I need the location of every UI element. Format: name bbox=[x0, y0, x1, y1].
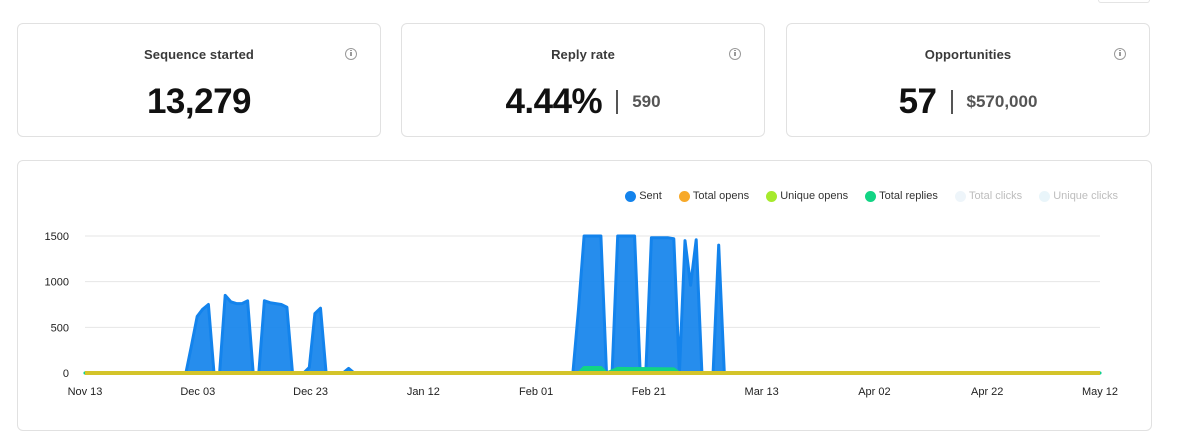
stat-card-sequence-started: Sequence started 13,279 bbox=[17, 23, 381, 137]
stat-title: Opportunities bbox=[924, 47, 1012, 62]
legend-dot-icon bbox=[625, 190, 637, 202]
series-area-sent bbox=[83, 234, 1102, 375]
legend-dot-icon bbox=[1039, 190, 1051, 202]
chart-legend: Sent Total opens Unique opens Total repl… bbox=[0, 190, 1118, 202]
stat-secondary-value: 590 bbox=[632, 92, 661, 111]
legend-label: Unique opens bbox=[780, 190, 849, 203]
x-tick-label: Nov 13 bbox=[68, 386, 103, 398]
y-tick-label: 0 bbox=[63, 368, 69, 380]
legend-dot-icon bbox=[678, 190, 690, 202]
x-tick-label: Mar 13 bbox=[745, 386, 779, 398]
value-separator bbox=[616, 90, 619, 114]
x-tick-label: Jan 12 bbox=[407, 386, 440, 398]
info-icon[interactable] bbox=[345, 48, 357, 60]
y-tick-label: 500 bbox=[51, 322, 69, 334]
legend-item-unique-clicks[interactable]: Unique clicks bbox=[1039, 190, 1118, 202]
legend-dot-icon bbox=[766, 190, 778, 202]
y-tick-label: 1500 bbox=[45, 231, 69, 243]
stat-value-row: 13,279 bbox=[18, 82, 380, 122]
legend-item-unique-opens[interactable]: Unique opens bbox=[766, 190, 848, 202]
legend-item-sent[interactable]: Sent bbox=[625, 190, 662, 202]
info-icon[interactable] bbox=[1114, 48, 1126, 60]
stat-value: 13,279 bbox=[146, 82, 252, 121]
x-tick-label: May 12 bbox=[1082, 386, 1118, 398]
legend-item-total-replies[interactable]: Total replies bbox=[865, 190, 938, 202]
info-icon[interactable] bbox=[729, 48, 741, 60]
x-tick-label: Dec 23 bbox=[293, 386, 328, 398]
legend-label: Total clicks bbox=[968, 190, 1023, 203]
top-edge-control[interactable] bbox=[1098, 0, 1150, 3]
legend-item-total-opens[interactable]: Total opens bbox=[678, 190, 750, 203]
x-tick-label: Apr 02 bbox=[858, 386, 890, 398]
legend-label: Total opens bbox=[692, 190, 750, 203]
legend-dot-icon bbox=[954, 190, 966, 202]
stat-card-opportunities: Opportunities 57 $570,000 bbox=[786, 23, 1150, 137]
legend-label: Sent bbox=[639, 190, 662, 203]
stat-value: 57 bbox=[898, 82, 937, 121]
stat-value: 4.44% bbox=[505, 82, 603, 121]
legend-item-total-clicks[interactable]: Total clicks bbox=[954, 190, 1023, 203]
x-tick-label: Dec 03 bbox=[180, 386, 215, 398]
y-tick-label: 1000 bbox=[45, 277, 69, 289]
legend-dot-icon bbox=[865, 190, 877, 202]
stat-value-row: 57 $570,000 bbox=[787, 82, 1149, 122]
stat-card-reply-rate: Reply rate 4.44% 590 bbox=[401, 23, 765, 137]
stat-title: Sequence started bbox=[144, 47, 254, 62]
stat-secondary-value: $570,000 bbox=[966, 92, 1038, 111]
legend-label: Unique clicks bbox=[1053, 190, 1118, 203]
x-tick-label: Feb 01 bbox=[519, 386, 553, 398]
stat-value-row: 4.44% 590 bbox=[402, 82, 764, 122]
x-tick-label: Apr 22 bbox=[971, 386, 1003, 398]
legend-label: Total replies bbox=[879, 190, 938, 203]
stat-title: Reply rate bbox=[551, 47, 615, 62]
value-separator bbox=[950, 90, 953, 114]
x-tick-label: Feb 21 bbox=[632, 386, 666, 398]
